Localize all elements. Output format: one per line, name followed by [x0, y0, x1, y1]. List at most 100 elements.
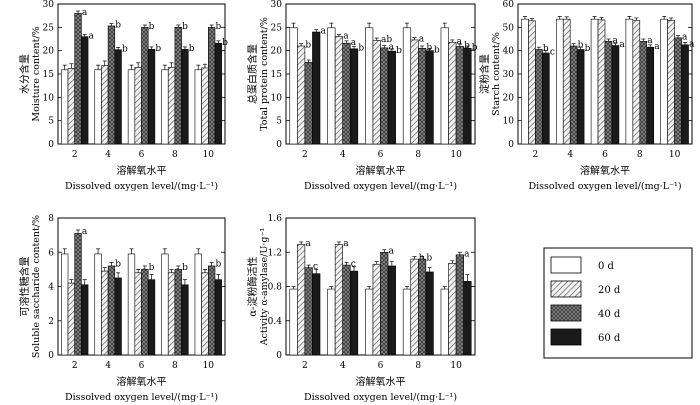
bar-20d [101, 65, 109, 145]
y-tick-label: 15 [271, 70, 283, 80]
legend-swatch-40d [550, 304, 582, 322]
bar-40d [380, 251, 389, 356]
y-tick-label: 20 [503, 93, 515, 103]
chart-panel-4: 024682ba4ab6ab8ab10ab溶解氧水平Dissolved oxyg… [18, 214, 226, 403]
bar-0d [555, 18, 564, 145]
bar-0d [590, 18, 599, 145]
bar-20d [410, 258, 419, 356]
significance-label: b [426, 254, 432, 264]
x-tick-label: 8 [172, 150, 178, 160]
x-tick-label: 4 [340, 150, 346, 160]
x-tick-label: 10 [203, 361, 215, 371]
y-tick-label: 0 [276, 351, 282, 361]
bar-20d [448, 41, 457, 145]
bar-0d [94, 253, 102, 356]
x-tick-label: 4 [340, 361, 346, 371]
significance-label: b [149, 22, 155, 32]
x-tick-label: 8 [172, 361, 178, 371]
y-tick-label: 30 [503, 70, 515, 80]
legend: 0 d 20 d 40 d 60 d [543, 247, 693, 359]
bar-0d [127, 69, 136, 145]
bar-20d [597, 19, 606, 145]
y-axis-title-cn: 淀粉含量 [478, 54, 491, 94]
bar-20d [632, 20, 641, 145]
bar-20d [101, 270, 109, 356]
y-tick-label: 60 [503, 0, 515, 10]
significance-label: b [543, 44, 549, 54]
bar-40d [455, 254, 464, 356]
significance-label: b [215, 260, 221, 270]
y-tick-label: 0 [48, 351, 54, 361]
bar-0d [194, 253, 202, 356]
bar-20d [334, 244, 344, 356]
y-tick-label: 50 [503, 23, 515, 33]
bar-0d [402, 27, 412, 145]
significance-label: b [585, 44, 591, 54]
bar-60d [349, 48, 359, 145]
bar-40d [74, 13, 82, 145]
significance-label: b [396, 46, 402, 56]
bar-40d [141, 269, 149, 356]
bar-40d [342, 42, 351, 145]
bar-40d [208, 265, 216, 356]
bar-40d [174, 27, 182, 145]
bar-0d [289, 27, 298, 145]
significance-label: a [343, 239, 349, 249]
bar-0d [61, 253, 69, 356]
bar-60d [387, 265, 396, 356]
significance-label: a [682, 33, 688, 43]
significance-label: c [313, 262, 318, 272]
bar-20d [167, 272, 176, 356]
y-tick-label: 15 [43, 70, 55, 80]
bar-0d [127, 253, 136, 356]
x-tick-label: 6 [139, 361, 145, 371]
significance-label: b [305, 41, 311, 51]
bar-60d [646, 46, 655, 145]
significance-label: a [689, 40, 695, 50]
bar-60d [81, 284, 89, 356]
y-axis-title-en: Total protein content/% [259, 17, 270, 131]
y-tick-label: 20 [271, 47, 283, 57]
x-tick-label: 10 [450, 361, 462, 371]
chart-panel-2: 0510152025302bca4aab6abab8abb10abb溶解氧水平D… [246, 0, 478, 192]
bar-40d [535, 49, 543, 145]
legend-label-60d: 60 d [598, 333, 621, 344]
bar-40d [417, 48, 427, 145]
bar-20d [372, 40, 381, 145]
bar-0d [660, 18, 668, 145]
y-axis-title-en: Moisture content/% [31, 26, 42, 121]
significance-label: b [155, 44, 161, 54]
x-tick-label: 6 [378, 150, 384, 160]
significance-label: ab [381, 35, 392, 45]
y-tick-label: 2 [48, 317, 54, 327]
y-tick-label: 40 [503, 47, 515, 57]
bar-0d [161, 253, 169, 356]
bar-0d [289, 288, 298, 356]
bar-20d [562, 18, 571, 145]
significance-label: b [182, 22, 188, 32]
significance-label: a [343, 31, 349, 41]
significance-label: a [82, 227, 88, 237]
bar-60d [181, 284, 189, 356]
significance-label: a [457, 37, 463, 47]
bar-40d [674, 37, 682, 145]
x-tick-label: 4 [105, 150, 111, 160]
y-tick-label: 5 [48, 117, 54, 127]
bar-0d [161, 69, 169, 145]
significance-label: b [115, 260, 121, 270]
x-axis-title-cn: 溶解氧水平 [117, 164, 167, 177]
significance-label: b [189, 44, 195, 54]
y-axis-title-en: Starch content/% [491, 32, 502, 116]
y-tick-label: 30 [271, 0, 283, 10]
bar-60d [81, 36, 89, 145]
legend-swatch-60d [550, 328, 582, 346]
y-tick-label: 0 [48, 140, 54, 150]
significance-label: c [550, 48, 555, 58]
significance-label: b [222, 38, 228, 48]
y-tick-label: 10 [43, 93, 55, 103]
bar-60d [312, 273, 321, 356]
y-axis-title-cn: α-淀粉酶活性 [246, 256, 259, 316]
bar-40d [569, 45, 578, 145]
x-tick-label: 10 [450, 150, 462, 160]
bar-20d [410, 39, 419, 145]
